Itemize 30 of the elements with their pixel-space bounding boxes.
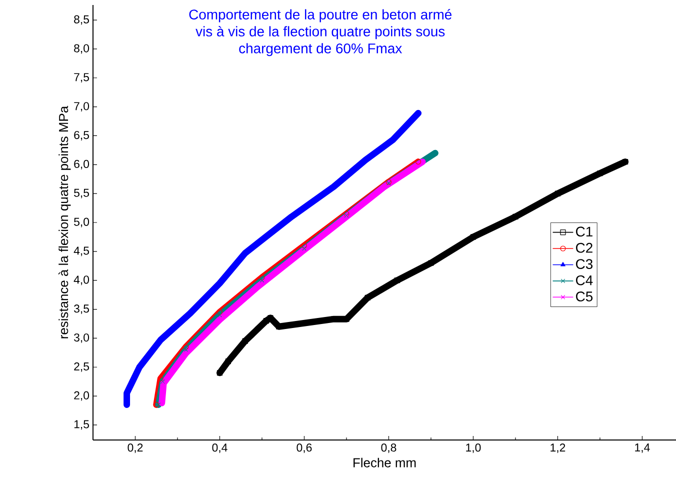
- x-tick-label: 0,4: [212, 444, 228, 453]
- y-tick-label: 3,5: [74, 304, 89, 314]
- y-tick-label: 4,5: [74, 246, 89, 256]
- y-tick-label: 5,0: [74, 218, 90, 228]
- x-tick-label: 0,8: [381, 444, 396, 453]
- y-tick-label: 4,0: [74, 276, 90, 286]
- y-tick-label: 5,5: [74, 188, 89, 198]
- y-tick-label: 7,5: [74, 73, 89, 83]
- x-axis-title: Fleche mm: [354, 458, 416, 468]
- legend-label: C3: [576, 259, 592, 269]
- legend-label: C2: [576, 242, 592, 253]
- y-tick-label: 1,5: [74, 420, 89, 430]
- y-tick-label: 3,0: [74, 333, 90, 343]
- x-tick-label: 0,2: [128, 444, 143, 453]
- y-tick-label: 8,0: [74, 44, 90, 54]
- x-tick-label: 1,2: [550, 444, 566, 453]
- y-tick-label: 6,5: [74, 130, 89, 140]
- x-tick-label: 0,6: [296, 444, 312, 453]
- legend-label: C5: [576, 292, 593, 302]
- y-tick-label: 7,0: [74, 102, 90, 112]
- x-tick-label: 1,0: [466, 444, 481, 453]
- y-tick-label: 2,5: [74, 362, 89, 372]
- text: Comportement de la poutre en beton armé vis à vis de la flection quatre points sous chargement de 60% Fmax: [189, 9, 452, 56]
- y-axis-title: resistance à la flexion quatre points MPa: [58, 106, 71, 338]
- x-tick-label: 1,4: [635, 444, 650, 453]
- y-tick-label: 2,0: [74, 391, 90, 401]
- legend-label: C1: [576, 226, 592, 237]
- legend-label: C4: [576, 275, 593, 286]
- y-tick-label: 8,5: [74, 15, 89, 25]
- y-tick-label: 6,0: [74, 160, 90, 170]
